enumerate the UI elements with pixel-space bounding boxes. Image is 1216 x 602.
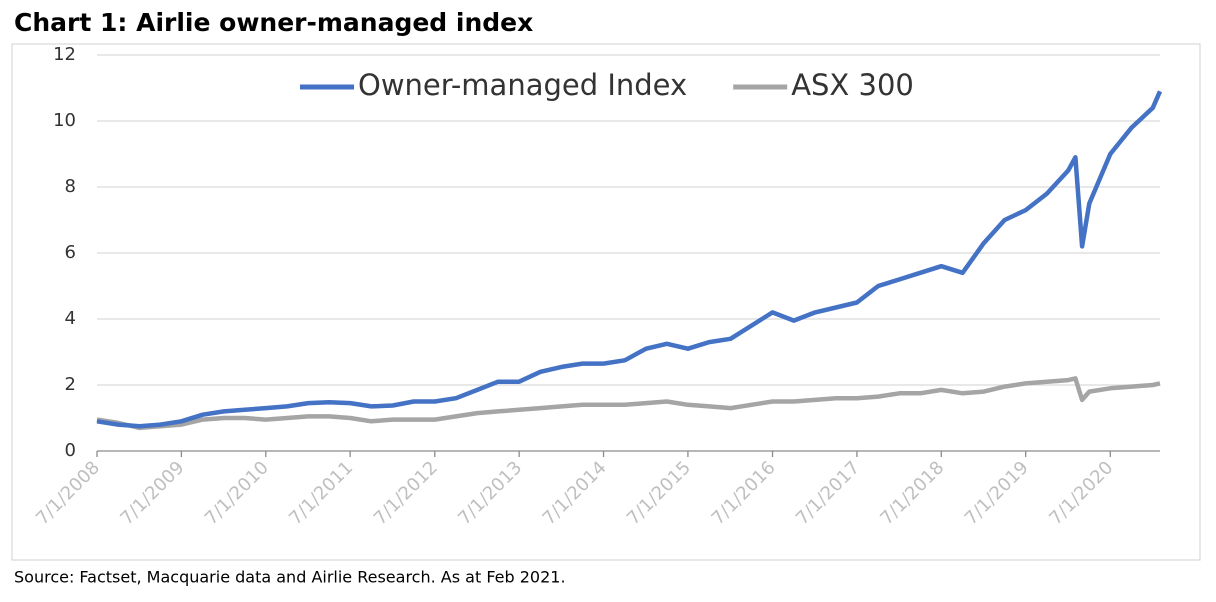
x-tick-label: 7/1/2008	[32, 457, 104, 529]
legend-label: Owner-managed Index	[358, 68, 687, 102]
legend-label: ASX 300	[791, 68, 914, 102]
x-tick-label: 7/1/2010	[201, 457, 273, 529]
chart-title: Chart 1: Airlie owner-managed index	[14, 8, 533, 37]
source-note: Source: Factset, Macquarie data and Airl…	[14, 568, 566, 587]
x-tick-label: 7/1/2009	[116, 457, 188, 529]
x-tick-label: 7/1/2016	[708, 457, 780, 529]
x-tick-label: 7/1/2015	[623, 457, 695, 529]
x-tick-label: 7/1/2017	[792, 457, 864, 529]
series-line	[96, 376, 1161, 431]
x-tick-label: 7/1/2018	[876, 457, 948, 529]
x-tick-label: 7/1/2020	[1045, 457, 1117, 529]
x-tick-label: 7/1/2011	[285, 457, 357, 529]
y-tick-label: 4	[65, 308, 76, 329]
x-tick-label: 7/1/2014	[539, 457, 611, 529]
y-tick-label: 0	[65, 440, 76, 461]
x-tick-label: 7/1/2013	[454, 457, 526, 529]
y-tick-label: 8	[65, 176, 76, 197]
y-tick-label: 6	[65, 242, 76, 263]
chart-frame	[11, 43, 1201, 561]
y-tick-label: 12	[53, 44, 76, 65]
series-line	[96, 90, 1163, 429]
y-tick-label: 2	[65, 374, 76, 395]
x-tick-label: 7/1/2019	[961, 457, 1033, 529]
x-tick-label: 7/1/2012	[370, 457, 442, 529]
y-tick-label: 10	[53, 110, 76, 131]
